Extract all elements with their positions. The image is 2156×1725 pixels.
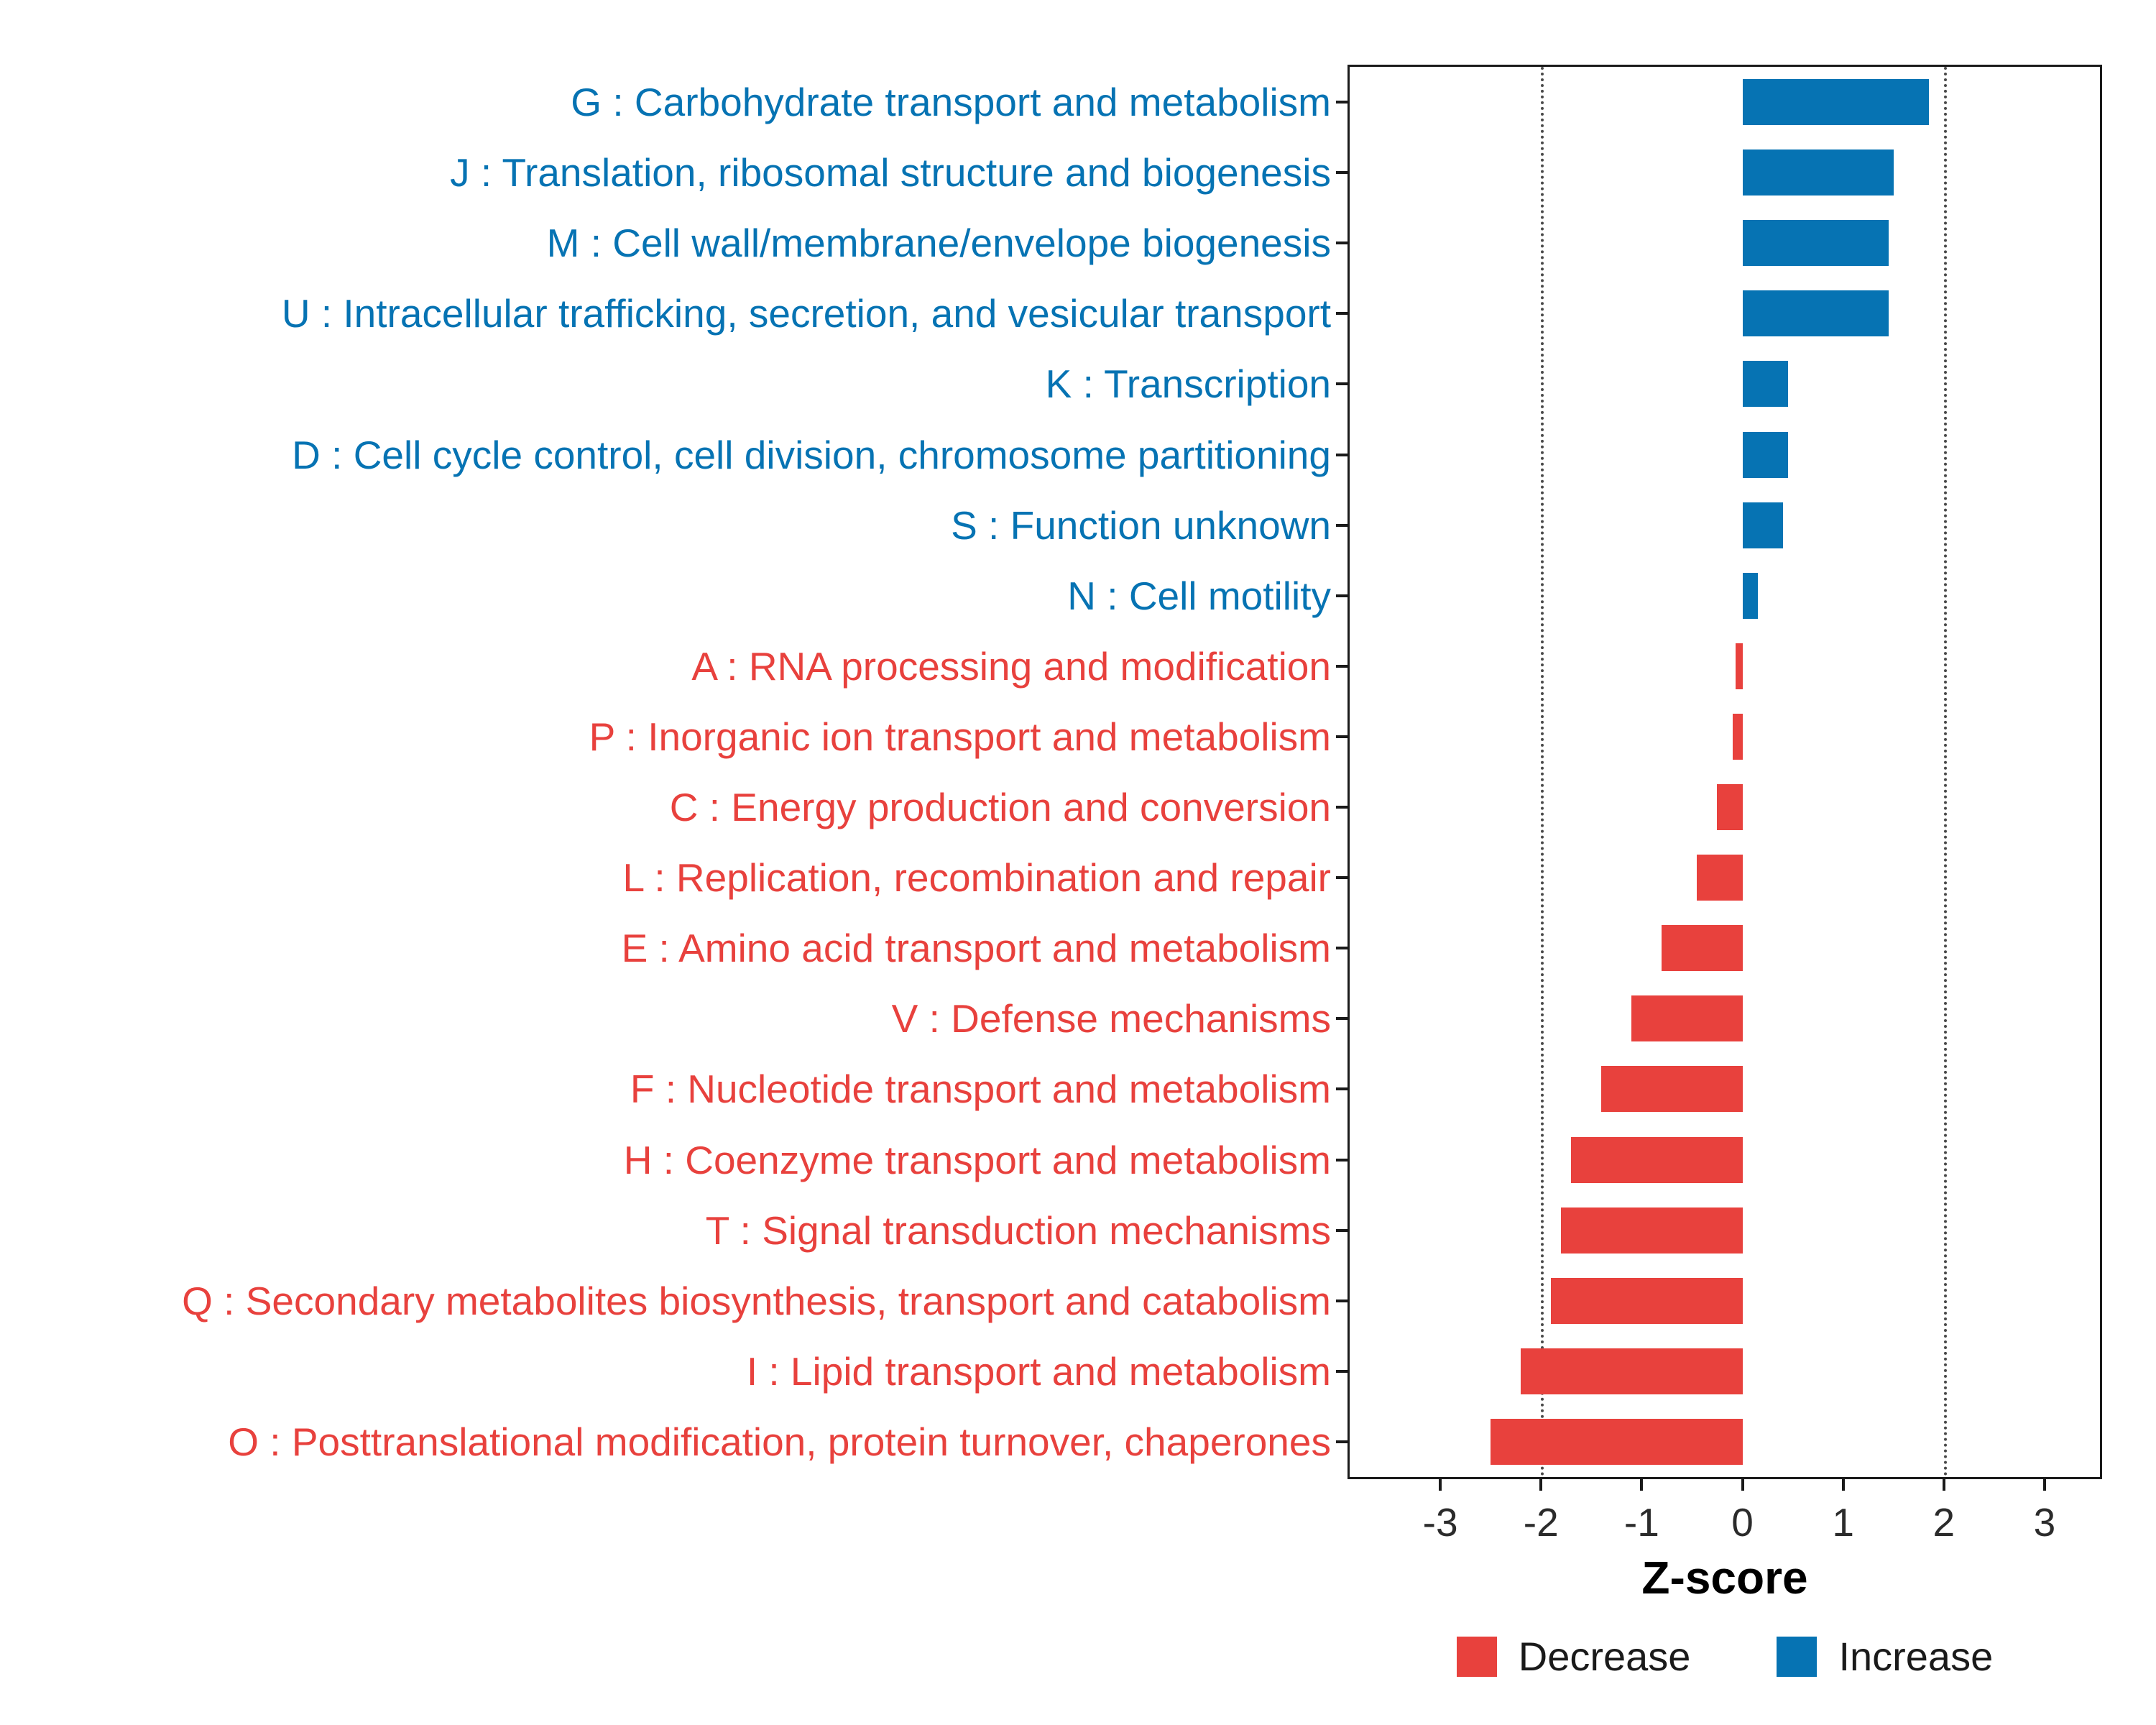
y-tick-mark <box>1336 523 1348 527</box>
bar-l <box>1697 855 1743 901</box>
bar-g <box>1742 79 1929 126</box>
legend-item-increase: Increase <box>1777 1633 1993 1680</box>
y-tick-mark <box>1336 1228 1348 1232</box>
x-tick-mark <box>1942 1479 1945 1491</box>
x-tick-label: -2 <box>1523 1500 1559 1545</box>
legend-swatch-increase <box>1777 1636 1818 1677</box>
bar-q <box>1551 1277 1743 1324</box>
category-label-q: Q : Secondary metabolites biosynthesis, … <box>182 1278 1331 1323</box>
category-label-d: D : Cell cycle control, cell division, c… <box>292 432 1331 477</box>
bar-u <box>1742 290 1889 337</box>
x-tick-label: -1 <box>1623 1500 1659 1545</box>
category-label-a: A : RNA processing and modification <box>691 643 1331 689</box>
category-label-k: K : Transcription <box>1045 362 1331 407</box>
x-tick-label: 0 <box>1731 1500 1754 1545</box>
legend: Decrease Increase <box>1348 1633 2102 1680</box>
y-tick-mark <box>1336 876 1348 880</box>
category-label-n: N : Cell motility <box>1067 573 1331 618</box>
y-tick-mark <box>1336 1440 1348 1443</box>
y-axis-labels: G : Carbohydrate transport and metabolis… <box>182 80 1331 1464</box>
bar-v <box>1631 995 1743 1042</box>
category-label-p: P : Inorganic ion transport and metaboli… <box>589 714 1331 759</box>
bar-k <box>1742 361 1788 408</box>
y-tick-mark <box>1336 1087 1348 1091</box>
category-label-f: F : Nucleotide transport and metabolism <box>630 1067 1331 1112</box>
x-tick-mark <box>1539 1479 1543 1491</box>
bar-h <box>1571 1136 1743 1183</box>
y-tick-mark <box>1336 594 1348 597</box>
category-label-v: V : Defense mechanisms <box>891 996 1331 1041</box>
bar-t <box>1561 1207 1743 1254</box>
category-label-c: C : Energy production and conversion <box>669 785 1331 829</box>
plot-panel <box>1348 65 2102 1479</box>
category-label-i: I : Lipid transport and metabolism <box>746 1348 1331 1394</box>
legend-label: Increase <box>1838 1634 1994 1679</box>
legend-swatch-decrease <box>1456 1636 1497 1677</box>
y-tick-mark <box>1336 1369 1348 1373</box>
legend-item-decrease: Decrease <box>1456 1633 1691 1680</box>
x-tick-label: -3 <box>1422 1500 1458 1545</box>
bar-s <box>1742 502 1783 548</box>
x-tick-mark <box>1741 1479 1744 1491</box>
x-tick-mark <box>1640 1479 1644 1491</box>
x-tick-label: 1 <box>1832 1500 1854 1545</box>
x-axis-title: Z-score <box>1641 1552 1808 1604</box>
legend-label: Decrease <box>1518 1634 1691 1679</box>
x-tick-label: 3 <box>2033 1500 2056 1545</box>
category-label-h: H : Coenzyme transport and metabolism <box>623 1137 1331 1182</box>
x-tick-mark <box>2042 1479 2046 1491</box>
y-tick-mark <box>1336 806 1348 809</box>
y-tick-mark <box>1336 171 1348 175</box>
category-label-l: L : Replication, recombination and repai… <box>622 855 1331 901</box>
gridline-x--2 <box>1541 67 1544 1477</box>
category-label-u: U : Intracellular trafficking, secretion… <box>281 291 1331 336</box>
y-tick-mark <box>1336 312 1348 316</box>
y-tick-mark <box>1336 1017 1348 1021</box>
category-label-g: G : Carbohydrate transport and metabolis… <box>571 80 1331 124</box>
y-tick-mark <box>1336 101 1348 104</box>
bar-f <box>1601 1066 1743 1113</box>
category-label-t: T : Signal transduction mechanisms <box>705 1208 1331 1253</box>
category-label-j: J : Translation, ribosomal structure and… <box>450 150 1331 196</box>
y-tick-mark <box>1336 1299 1348 1302</box>
gridline-x-2 <box>1943 67 1947 1477</box>
category-label-m: M : Cell wall/membrane/envelope biogenes… <box>546 221 1331 266</box>
bar-o <box>1491 1418 1743 1465</box>
bar-i <box>1521 1348 1743 1394</box>
bar-n <box>1742 572 1758 619</box>
y-tick-mark <box>1336 1158 1348 1162</box>
y-tick-mark <box>1336 947 1348 950</box>
x-tick-mark <box>1439 1479 1442 1491</box>
y-tick-mark <box>1336 664 1348 668</box>
x-tick-mark <box>1841 1479 1845 1491</box>
bar-d <box>1742 431 1788 478</box>
bar-a <box>1735 643 1743 689</box>
bar-e <box>1662 925 1743 972</box>
y-tick-mark <box>1336 242 1348 245</box>
bar-j <box>1742 150 1894 196</box>
category-label-o: O : Posttranslational modification, prot… <box>228 1419 1331 1464</box>
y-tick-mark <box>1336 453 1348 456</box>
bar-m <box>1742 220 1889 267</box>
bar-c <box>1717 784 1743 831</box>
y-tick-mark <box>1336 382 1348 386</box>
category-label-s: S : Function unknown <box>951 502 1331 548</box>
x-tick-label: 2 <box>1932 1500 1955 1545</box>
y-tick-mark <box>1336 735 1348 738</box>
category-label-e: E : Amino acid transport and metabolism <box>621 926 1331 971</box>
bar-p <box>1732 713 1743 760</box>
